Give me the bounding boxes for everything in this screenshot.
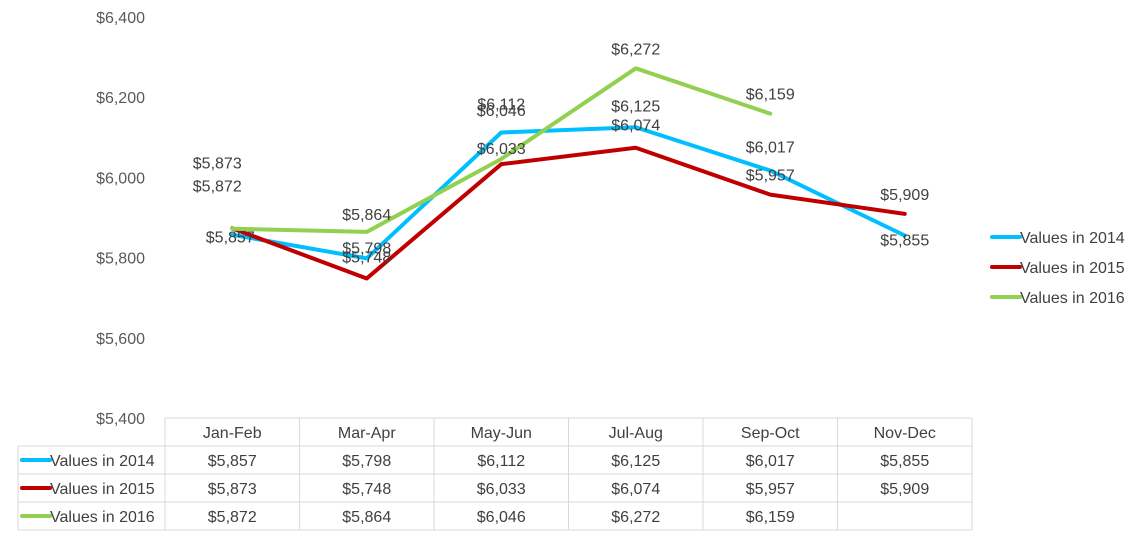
data-label: $5,864 — [342, 207, 391, 224]
legend-entry: Values in 2016 — [1020, 290, 1125, 307]
data-label: $5,855 — [880, 233, 929, 250]
table-cell: $6,112 — [477, 453, 525, 470]
data-label: $5,957 — [746, 168, 795, 185]
y-tick-label: $5,400 — [96, 411, 145, 428]
table-cell: $6,125 — [611, 453, 660, 470]
series-line-2 — [230, 145, 907, 281]
table-cell: $6,033 — [477, 481, 526, 498]
legend-entry: Values in 2015 — [1020, 260, 1125, 277]
table-cell: $6,159 — [746, 509, 795, 526]
data-label: $5,909 — [880, 187, 929, 204]
data-label: $5,798 — [342, 240, 391, 257]
y-tick-label: $5,600 — [96, 331, 145, 348]
data-labels: $5,857 $5,798 $6,112 $6,125 $6,017 $5,855 $5,8… — [193, 41, 930, 266]
table-cell: $6,017 — [746, 453, 795, 470]
table-cell: $5,748 — [342, 481, 391, 498]
table-cell: $5,855 — [880, 453, 929, 470]
data-label: $6,033 — [477, 141, 526, 158]
y-axis: $5,400 $5,600 $5,800 $6,000 $6,200 $6,400 — [96, 10, 145, 428]
legend-entry: Values in 2014 — [1020, 230, 1125, 247]
table-cell: $6,046 — [477, 509, 526, 526]
table-cell: $5,864 — [342, 509, 391, 526]
data-label: $6,017 — [746, 140, 795, 157]
y-tick-label: $6,400 — [96, 10, 145, 27]
data-label: $5,873 — [193, 155, 242, 172]
y-tick-label: $6,000 — [96, 170, 145, 187]
series-line-1 — [230, 125, 907, 261]
data-label: $5,748 — [342, 249, 391, 266]
table-series-name: Values in 2015 — [50, 481, 155, 498]
table-cell: $6,272 — [611, 509, 660, 526]
table-series-name: Values in 2016 — [50, 509, 155, 526]
series-lines — [230, 66, 907, 281]
data-label: $6,125 — [611, 98, 660, 115]
data-label: $5,872 — [193, 179, 242, 196]
series-line-3 — [230, 66, 773, 234]
category-label: May-Jun — [471, 425, 532, 442]
table-series-name: Values in 2014 — [50, 453, 155, 470]
data-label: $6,112 — [477, 96, 525, 113]
category-label: Jan-Feb — [203, 425, 262, 442]
table-cell: $6,074 — [611, 481, 660, 498]
category-label: Nov-Dec — [874, 425, 936, 442]
data-table-grid — [17, 417, 973, 531]
data-label: $6,159 — [746, 87, 795, 104]
table-cell: $5,873 — [208, 481, 257, 498]
data-label: $6,074 — [611, 118, 660, 135]
table-cell: $5,957 — [746, 481, 795, 498]
table-cell: $5,798 — [342, 453, 391, 470]
data-table: Jan-Feb Mar-Apr May-Jun Jul-Aug Sep-Oct Nov-D… — [20, 425, 936, 526]
data-label: $6,046 — [477, 103, 526, 120]
table-cell: $5,909 — [880, 481, 929, 498]
data-label: $6,272 — [611, 41, 660, 58]
table-cell: $5,857 — [208, 453, 257, 470]
y-tick-label: $5,800 — [96, 251, 145, 268]
legend: Values in 2014 Values in 2015 Values in 20… — [990, 230, 1125, 307]
y-tick-label: $6,200 — [96, 90, 145, 107]
data-label: $5,857 — [206, 230, 255, 247]
category-label: Mar-Apr — [338, 425, 396, 442]
table-cell: $5,872 — [208, 509, 257, 526]
category-label: Jul-Aug — [609, 425, 663, 442]
category-label: Sep-Oct — [741, 425, 800, 442]
